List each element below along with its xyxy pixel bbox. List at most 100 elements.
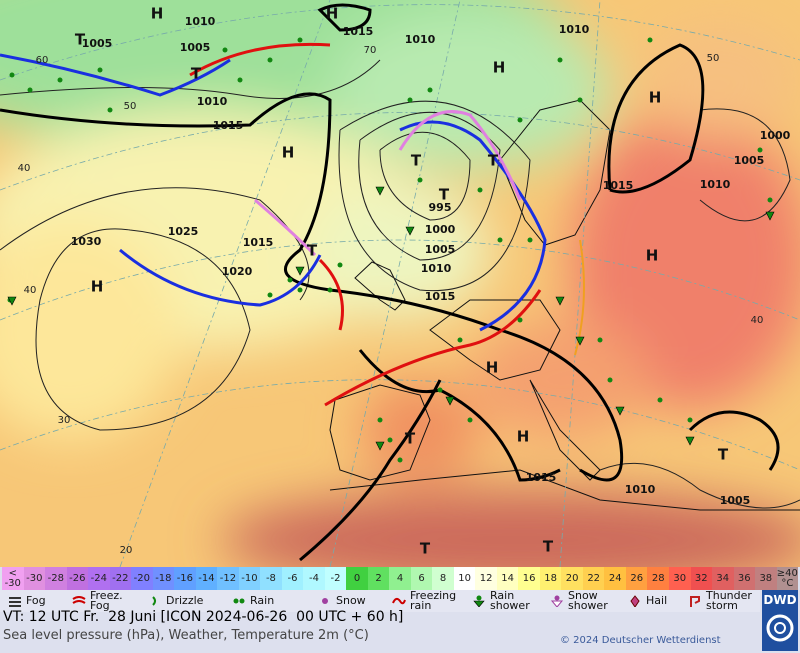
latitude-label: 40 xyxy=(24,285,37,296)
valid-time: VT: 12 UTC Fr. 28 Juni [ICON 2024-06-26 … xyxy=(3,609,404,625)
scale-cell: 26 xyxy=(625,567,648,590)
legend-item: Freezing rain xyxy=(392,590,472,612)
scale-cell: 0 xyxy=(346,567,368,590)
legend-item: Rain xyxy=(232,590,312,612)
legend-label: Snow shower xyxy=(568,589,608,612)
latitude-label: 60 xyxy=(36,55,49,66)
scale-cell: -16 xyxy=(174,567,196,590)
weather-symbol xyxy=(297,287,303,293)
scale-cell: 38 xyxy=(755,567,777,590)
pressure-center: T xyxy=(488,152,499,170)
scale-cell: -4 xyxy=(303,567,325,590)
legend-icon xyxy=(152,596,156,606)
pressure-center: H xyxy=(486,359,499,377)
weather-symbol xyxy=(327,287,333,293)
scale-cell: 28 xyxy=(647,567,669,590)
shower-symbol xyxy=(765,211,775,221)
scale-cell: 22 xyxy=(582,567,605,590)
scale-cell: 20 xyxy=(561,567,583,590)
pressure-center: H xyxy=(151,5,164,23)
weather-symbol xyxy=(97,67,103,73)
shower-symbol xyxy=(295,266,305,276)
pressure-label: 1000 xyxy=(425,223,456,236)
pressure-center: T xyxy=(420,540,431,558)
logo-icon xyxy=(766,614,794,642)
legend-label: Drizzle xyxy=(166,594,204,607)
weather-symbol xyxy=(497,237,503,243)
weather-symbol xyxy=(397,457,403,463)
pressure-center: H xyxy=(649,89,662,107)
legend-icon xyxy=(630,595,640,607)
legend-label: Fog xyxy=(26,594,46,607)
weather-symbol xyxy=(9,72,15,78)
weather-symbol xyxy=(687,417,693,423)
pressure-label: 1010 xyxy=(421,262,452,275)
legend-icon xyxy=(233,598,245,604)
scale-cell: -30 xyxy=(23,567,46,590)
shower-symbol xyxy=(445,396,455,406)
weather-symbol xyxy=(297,37,303,43)
weather-symbol xyxy=(287,277,293,283)
legend-icon xyxy=(392,597,406,605)
scale-cell: -8 xyxy=(260,567,282,590)
weather-symbol xyxy=(577,97,583,103)
weather-symbol xyxy=(657,397,663,403)
weather-symbol xyxy=(407,97,413,103)
pressure-label: 1015 xyxy=(526,471,557,484)
cold-front xyxy=(399,120,547,332)
legend-label: Rain xyxy=(250,594,275,607)
pressure-label: 1010 xyxy=(185,15,216,28)
latitude-label: 30 xyxy=(58,415,71,426)
legend-icon xyxy=(690,596,700,607)
latitude-label: 50 xyxy=(707,53,720,64)
legend-item: Hail xyxy=(628,590,683,612)
weather-symbol xyxy=(427,87,433,93)
latitude-label: 20 xyxy=(120,545,133,556)
weather-symbol xyxy=(267,57,273,63)
shower-symbol xyxy=(555,296,565,306)
legend-icon xyxy=(473,595,485,607)
scale-cell: -14 xyxy=(195,567,218,590)
scale-cell: -12 xyxy=(217,567,239,590)
weather-symbol xyxy=(517,317,523,323)
scale-cell: 36 xyxy=(733,567,756,590)
pressure-center: H xyxy=(91,278,104,296)
legend-label: Freez. Fog xyxy=(90,589,123,612)
occluded-front xyxy=(398,110,522,201)
scale-cell: 34 xyxy=(712,567,734,590)
occluded-front xyxy=(254,198,317,257)
legend-label: Hail xyxy=(646,594,668,607)
thick-isobars xyxy=(0,3,780,562)
pressure-label: 1005 xyxy=(720,494,751,507)
pressure-center: T xyxy=(439,186,450,204)
scale-cell: 24 xyxy=(604,567,626,590)
pressure-center: H xyxy=(326,5,339,23)
weather-symbol xyxy=(527,237,533,243)
weather-symbol xyxy=(517,117,523,123)
scale-cell: -22 xyxy=(109,567,132,590)
legend-item: Snow xyxy=(318,590,388,612)
weather-symbol xyxy=(757,147,763,153)
weather-symbol xyxy=(557,57,563,63)
weather-symbol xyxy=(107,107,113,113)
pressure-label: 1015 xyxy=(425,290,456,303)
weather-symbol xyxy=(467,417,473,423)
shower-symbol xyxy=(7,296,17,306)
latitude-label: 40 xyxy=(18,163,31,174)
pressure-center: T xyxy=(75,31,86,49)
shower-symbol xyxy=(615,406,625,416)
pressure-label: 1020 xyxy=(222,265,253,278)
pressure-label: 1015 xyxy=(213,119,244,132)
shower-symbol xyxy=(375,441,385,451)
dwd-logo: DWD xyxy=(762,590,798,651)
pressure-label: 1005 xyxy=(734,154,765,167)
pressure-center: T xyxy=(191,65,202,83)
weather-symbol xyxy=(237,77,243,83)
temperature-scale: < -30 -30 -28 -26 -24 -22 -20 -18 -16 -14 -12 -10 -8… xyxy=(2,567,799,590)
pressure-label: 1030 xyxy=(71,235,102,248)
legend-label: Thunder storm xyxy=(706,589,752,612)
scale-cell: -28 xyxy=(45,567,67,590)
legend-icon xyxy=(72,596,86,604)
